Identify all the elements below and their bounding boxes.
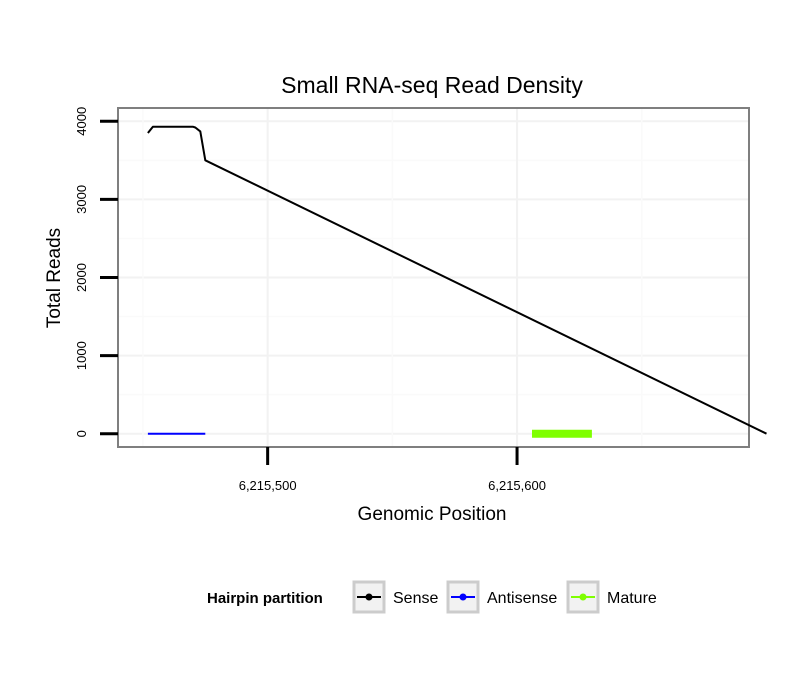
y-axis: 0 1000 2000 3000 4000 (74, 107, 118, 437)
legend-label-antisense: Antisense (487, 590, 557, 607)
legend-label-sense: Sense (393, 590, 438, 607)
legend-key-point (579, 593, 587, 601)
x-tick-label: 6,215,600 (488, 478, 546, 493)
legend-key (446, 580, 480, 614)
x-tick-label: 6,215,500 (239, 478, 297, 493)
series-sense (147, 125, 767, 435)
y-tick-label: 0 (74, 430, 89, 437)
legend-title: Hairpin partition (207, 590, 323, 607)
series-layer (147, 125, 767, 438)
x-axis: 6,215,500 6,215,600 (239, 447, 546, 493)
y-axis-title: Total Reads (44, 228, 65, 328)
y-tick-label: 1000 (74, 341, 89, 370)
legend: Hairpin partition Sense Antisense Mature (207, 580, 657, 614)
y-tick-label: 3000 (74, 185, 89, 214)
legend-key-point (459, 593, 467, 601)
y-tick-label: 2000 (74, 263, 89, 292)
legend-key-point (365, 593, 373, 601)
x-axis-title: Genomic Position (358, 504, 507, 525)
chart-title: Small RNA-seq Read Density (281, 72, 583, 98)
grid-lines (119, 109, 748, 446)
legend-label-mature: Mature (607, 590, 657, 607)
y-tick-label: 4000 (74, 107, 89, 136)
